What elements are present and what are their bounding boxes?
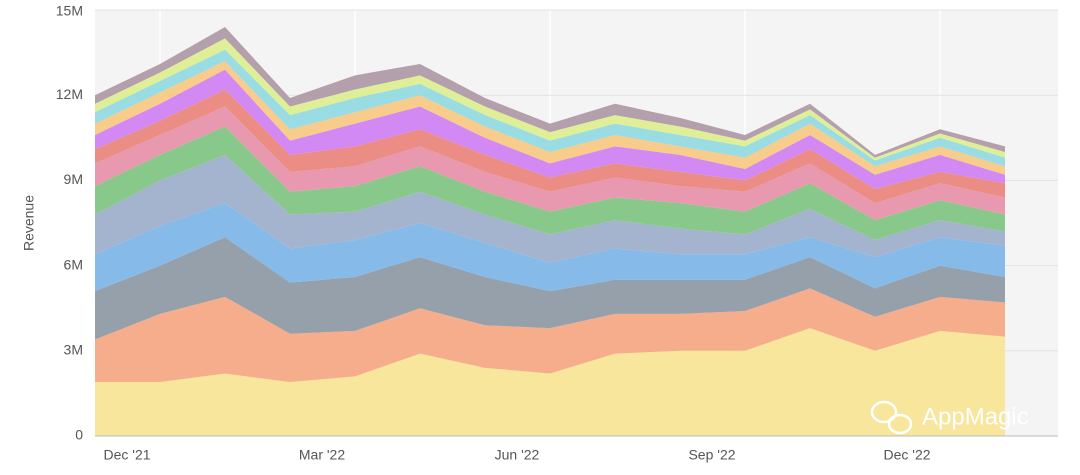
area	[95, 106, 1005, 221]
area	[95, 38, 1005, 161]
y-tick-label: 3M	[64, 342, 83, 358]
watermark: AppMagic	[922, 403, 1029, 430]
y-tick-label: 6M	[64, 256, 83, 272]
area	[95, 288, 1005, 383]
y-tick-label: 12M	[56, 86, 83, 102]
area	[95, 328, 1005, 436]
y-axis-label: Revenue	[21, 195, 37, 251]
x-tick-label: Jun '22	[495, 447, 540, 463]
area	[95, 126, 1005, 241]
y-tick-label: 15M	[56, 3, 83, 19]
area	[95, 237, 1005, 340]
x-tick-label: Dec '22	[883, 447, 930, 463]
area	[95, 49, 1005, 167]
area	[95, 27, 1005, 158]
x-tick-label: Dec '21	[103, 447, 150, 463]
y-tick-label: 9M	[64, 171, 83, 187]
area	[95, 69, 1005, 189]
area	[95, 89, 1005, 204]
x-tick-label: Sep '22	[688, 447, 735, 463]
watermark-logo	[870, 400, 913, 435]
area	[95, 203, 1005, 292]
x-tick-label: Mar '22	[299, 447, 345, 463]
area	[95, 154, 1005, 263]
area	[95, 61, 1005, 175]
y-tick-label: 0	[75, 427, 83, 443]
